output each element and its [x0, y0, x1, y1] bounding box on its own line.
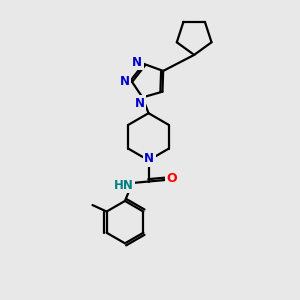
Text: N: N: [134, 97, 145, 110]
Text: N: N: [119, 75, 129, 88]
Text: N: N: [132, 56, 142, 69]
Text: N: N: [144, 152, 154, 165]
Text: O: O: [166, 172, 176, 185]
Text: HN: HN: [114, 179, 134, 192]
